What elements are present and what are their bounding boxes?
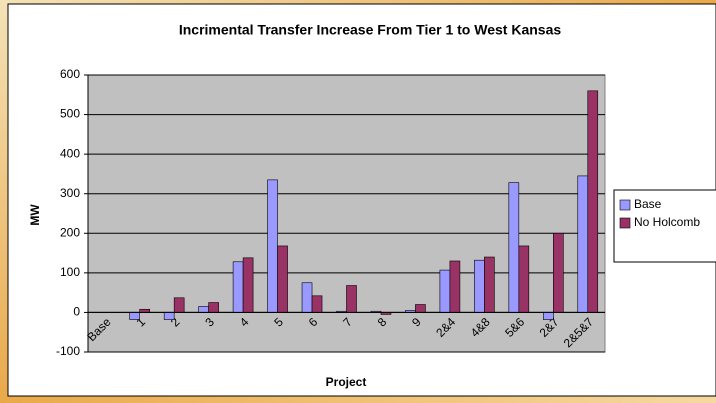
bar — [587, 90, 599, 313]
bar — [173, 297, 185, 313]
bar — [577, 175, 589, 313]
bar — [129, 312, 140, 320]
y-tick-label: 300 — [60, 186, 80, 200]
bar — [311, 295, 323, 313]
legend-label: Base — [634, 197, 662, 211]
bar — [242, 257, 254, 313]
bar — [277, 245, 288, 313]
bar — [449, 260, 461, 313]
y-tick-label: 400 — [60, 146, 80, 160]
bar — [346, 285, 357, 313]
bar — [208, 302, 219, 313]
bar — [198, 306, 209, 313]
bar — [415, 304, 426, 313]
legend-swatch — [619, 217, 631, 229]
legend — [613, 189, 716, 263]
y-tick-label: -100 — [56, 344, 80, 358]
bar — [439, 269, 451, 313]
bar — [542, 312, 554, 320]
bar — [518, 245, 530, 313]
y-tick-label: 200 — [60, 225, 80, 239]
x-axis-label: Project — [326, 375, 367, 389]
legend-swatch — [619, 199, 631, 211]
y-tick-label: 0 — [73, 305, 80, 319]
bar — [474, 259, 485, 313]
y-tick-label: 100 — [60, 265, 80, 279]
bar — [232, 261, 244, 313]
bar — [267, 179, 278, 313]
bar — [508, 182, 520, 313]
bar — [552, 232, 564, 313]
bar — [163, 312, 175, 320]
y-tick-label: 500 — [60, 107, 80, 121]
chart-title: Incrimental Transfer Increase From Tier … — [179, 22, 562, 38]
y-axis-label: MW — [28, 204, 42, 226]
legend-label: No Holcomb — [634, 215, 700, 229]
bar — [301, 282, 313, 313]
y-tick-label: 600 — [60, 67, 80, 81]
bar — [484, 256, 495, 313]
